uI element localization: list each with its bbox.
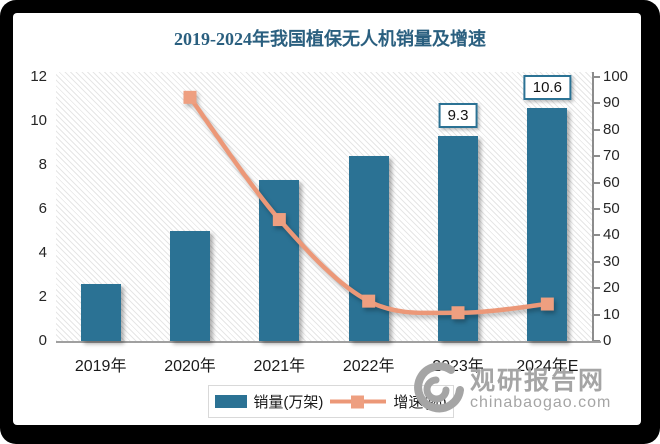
y-axis-right-tick-label: 30 bbox=[603, 252, 620, 270]
bar-2020年 bbox=[170, 231, 210, 341]
y-axis-right-tick-label: 10 bbox=[603, 305, 620, 323]
y-axis-right-tickmark bbox=[592, 76, 600, 78]
x-axis-label-2019年: 2019年 bbox=[74, 358, 127, 375]
legend-label-growth: 增速(%) bbox=[393, 394, 447, 411]
bar-data-label-2023年: 9.3 bbox=[438, 103, 478, 129]
y-axis-left-tick-label: 0 bbox=[38, 332, 47, 349]
y-axis-right-line bbox=[592, 72, 594, 341]
y-axis-right-tickmark bbox=[592, 128, 600, 131]
bar-2024年E bbox=[527, 107, 568, 341]
y-axis-right-tickmark bbox=[592, 181, 600, 184]
bar-2022年 bbox=[348, 156, 389, 341]
bar-2019年 bbox=[80, 283, 121, 341]
x-axis-label-2020年: 2020年 bbox=[164, 358, 216, 375]
y-axis-right-tick-label: 100 bbox=[603, 68, 629, 85]
y-axis-right-tick-label: 0 bbox=[603, 332, 612, 349]
y-axis-right-tickmark bbox=[592, 313, 600, 316]
y-axis-right-tickmark bbox=[592, 155, 600, 158]
y-axis-right-tick-label: 20 bbox=[603, 279, 620, 297]
x-axis-label-2024年E: 2024年E bbox=[516, 358, 579, 375]
plot-background bbox=[56, 72, 592, 341]
chart-title: 2019-2024年我国植保无人机销量及增速 bbox=[174, 29, 486, 49]
y-axis-right-tick-label: 90 bbox=[603, 94, 620, 112]
y-axis-left-tick-label: 2 bbox=[38, 288, 47, 305]
y-axis-right-tick-label: 50 bbox=[603, 200, 620, 217]
y-axis-left-tick-label: 4 bbox=[38, 244, 47, 261]
watermark-domain: chinabaogao.com bbox=[470, 394, 612, 411]
y-axis-left-tick-label: 12 bbox=[30, 68, 47, 85]
y-axis-right-tick-label: 60 bbox=[603, 173, 620, 191]
legend-label-sales: 销量(万架) bbox=[253, 394, 324, 411]
bar-2021年 bbox=[259, 180, 300, 341]
y-axis-right-tick-label: 40 bbox=[603, 226, 620, 244]
y-axis-left-tick-label: 6 bbox=[38, 200, 47, 217]
y-axis-right-tickmark bbox=[592, 102, 600, 105]
x-axis-label-2021年: 2021年 bbox=[253, 358, 306, 375]
x-axis-label-2023年: 2023年 bbox=[432, 358, 484, 375]
legend: 销量(万架) 增速(%) bbox=[208, 385, 454, 418]
bar-2023年 bbox=[438, 136, 478, 341]
bar-data-label-2024年E: 10.6 bbox=[523, 74, 571, 100]
y-axis-right-tickmark bbox=[592, 287, 600, 290]
y-axis-right-tickmark bbox=[592, 208, 600, 210]
y-axis-right-tickmark bbox=[592, 234, 600, 237]
y-axis-right-tickmark bbox=[592, 260, 600, 263]
y-axis-left-tick-label: 8 bbox=[38, 156, 47, 173]
x-axis-label-2022年: 2022年 bbox=[342, 358, 395, 375]
legend-line-swatch bbox=[330, 395, 387, 409]
legend-bar-swatch bbox=[215, 395, 248, 408]
y-axis-left-tick-label: 10 bbox=[30, 112, 47, 129]
x-axis-line bbox=[56, 341, 601, 343]
y-axis-right-tick-label: 80 bbox=[603, 120, 620, 138]
y-axis-right-tick-label: 70 bbox=[603, 147, 620, 165]
